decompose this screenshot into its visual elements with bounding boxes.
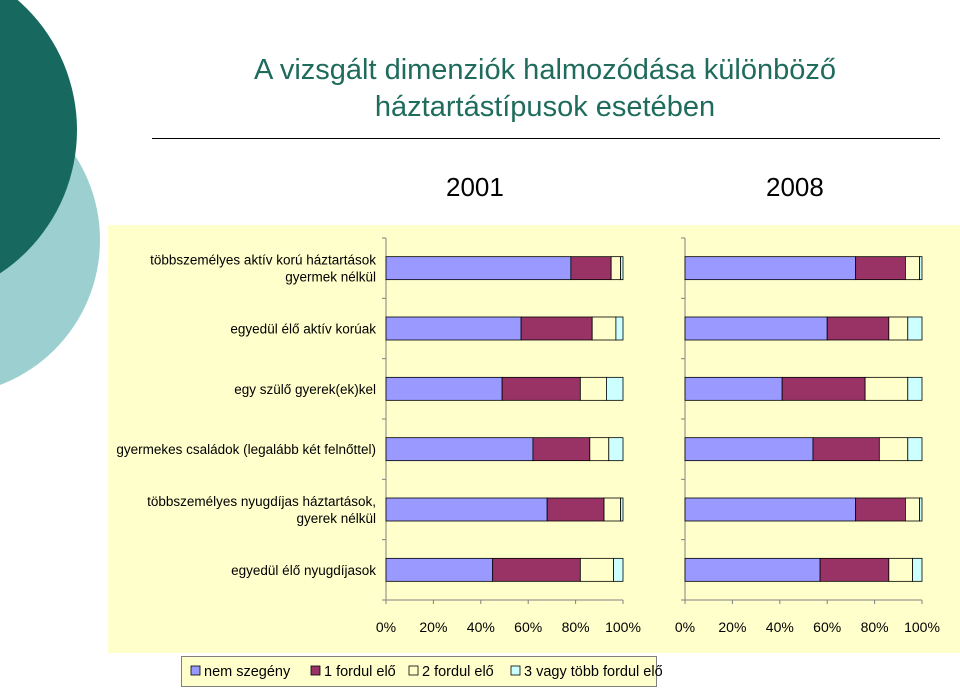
bar-segment-2008: [819, 557, 890, 582]
bar-segment-2008: [864, 376, 909, 401]
bar-segment-2008: [878, 437, 909, 462]
x-tick-label: 0%: [376, 619, 396, 635]
title-divider: [152, 138, 940, 139]
x-tick-label: 80%: [562, 619, 590, 635]
bar-segment-2008: [888, 316, 909, 341]
legend-entry: 1 fordul elő: [324, 664, 396, 680]
bar-segment-2001: [501, 376, 581, 401]
bar-segment-2008: [919, 256, 923, 281]
decorative-circles: [0, 0, 100, 385]
bar-segment-2001: [385, 316, 522, 341]
bar-segment-2008: [684, 376, 783, 401]
bar-segment-2001: [385, 437, 534, 462]
category-label: egyedül élő nyugdíjasok: [231, 563, 376, 578]
year-label-2008: 2008: [766, 172, 824, 202]
x-tick-label: 20%: [718, 619, 746, 635]
category-label: gyerek nélkül: [296, 511, 376, 526]
bar-segment-2008: [684, 256, 857, 281]
category-label: többszemélyes aktív korú háztartások: [150, 253, 376, 268]
x-tick-label: 40%: [766, 619, 794, 635]
slide-title-line2: háztartástípusok esetében: [374, 91, 716, 123]
x-tick-label: 60%: [813, 619, 841, 635]
bar-segment-2001: [613, 557, 624, 582]
bar-segment-2001: [520, 316, 593, 341]
legend-swatch: [310, 665, 321, 676]
bar-segment-2001: [532, 437, 591, 462]
legend-swatch: [408, 665, 419, 676]
slide-title-line1: A vizsgált dimenziók halmozódása különbö…: [254, 54, 836, 86]
x-tick-label: 0%: [675, 619, 695, 635]
bar-segment-2008: [781, 376, 866, 401]
bar-segment-2008: [907, 316, 923, 341]
category-label: egy szülő gyerek(ek)kel: [234, 382, 376, 397]
x-tick-label: 80%: [861, 619, 889, 635]
bar-segment-2001: [385, 497, 548, 522]
bar-segment-2001: [570, 256, 612, 281]
bar-segment-2001: [385, 376, 503, 401]
legend-swatch: [510, 665, 521, 676]
bar-segment-2001: [620, 497, 624, 522]
bar-segment-2001: [608, 437, 624, 462]
bar-segment-2001: [610, 256, 622, 281]
dark-circle-shape: [0, 0, 77, 274]
bar-segment-2008: [812, 437, 880, 462]
bar-segment-2008: [912, 557, 923, 582]
bar-segment-2008: [907, 437, 923, 462]
category-label: egyedül élő aktív korúak: [230, 322, 376, 337]
bar-segment-2008: [888, 557, 913, 582]
year-label-2001: 2001: [446, 172, 504, 202]
legend-swatch: [190, 665, 201, 676]
x-tick-label: 60%: [514, 619, 542, 635]
bar-segment-2008: [684, 557, 821, 582]
bar-segment-2008: [684, 316, 828, 341]
x-tick-label: 100%: [605, 619, 641, 635]
bar-segment-2001: [579, 376, 607, 401]
bar-segment-2001: [589, 437, 610, 462]
category-label: gyermekes családok (legalább két felnőtt…: [116, 442, 376, 457]
bar-segment-2008: [684, 437, 814, 462]
bar-segment-2008: [905, 256, 921, 281]
bar-segment-2001: [603, 497, 622, 522]
bar-segment-2001: [579, 557, 614, 582]
bar-segment-2001: [591, 316, 617, 341]
x-tick-label: 40%: [467, 619, 495, 635]
bar-segment-2008: [919, 497, 923, 522]
legend-entry: 3 vagy több fordul elő: [524, 664, 663, 680]
bar-segment-2001: [385, 256, 572, 281]
category-label: gyermek nélkül: [285, 270, 376, 285]
bar-segment-2008: [855, 497, 906, 522]
bar-segment-2001: [615, 316, 624, 341]
x-tick-label: 100%: [904, 619, 940, 635]
bar-segment-2001: [620, 256, 624, 281]
legend-entry: nem szegény: [204, 664, 291, 680]
bar-segment-2001: [492, 557, 581, 582]
bar-segment-2001: [546, 497, 605, 522]
bar-segment-2008: [905, 497, 921, 522]
legend-box: [181, 656, 657, 687]
legend-entry: 2 fordul elő: [422, 664, 494, 680]
bar-segment-2001: [606, 376, 624, 401]
bar-segment-2008: [855, 256, 906, 281]
x-tick-label: 20%: [419, 619, 447, 635]
bar-segment-2008: [684, 497, 857, 522]
bar-segment-2008: [826, 316, 890, 341]
bar-segment-2001: [385, 557, 494, 582]
bar-segment-2008: [907, 376, 923, 401]
category-label: többszemélyes nyugdíjas háztartások,: [147, 494, 376, 509]
